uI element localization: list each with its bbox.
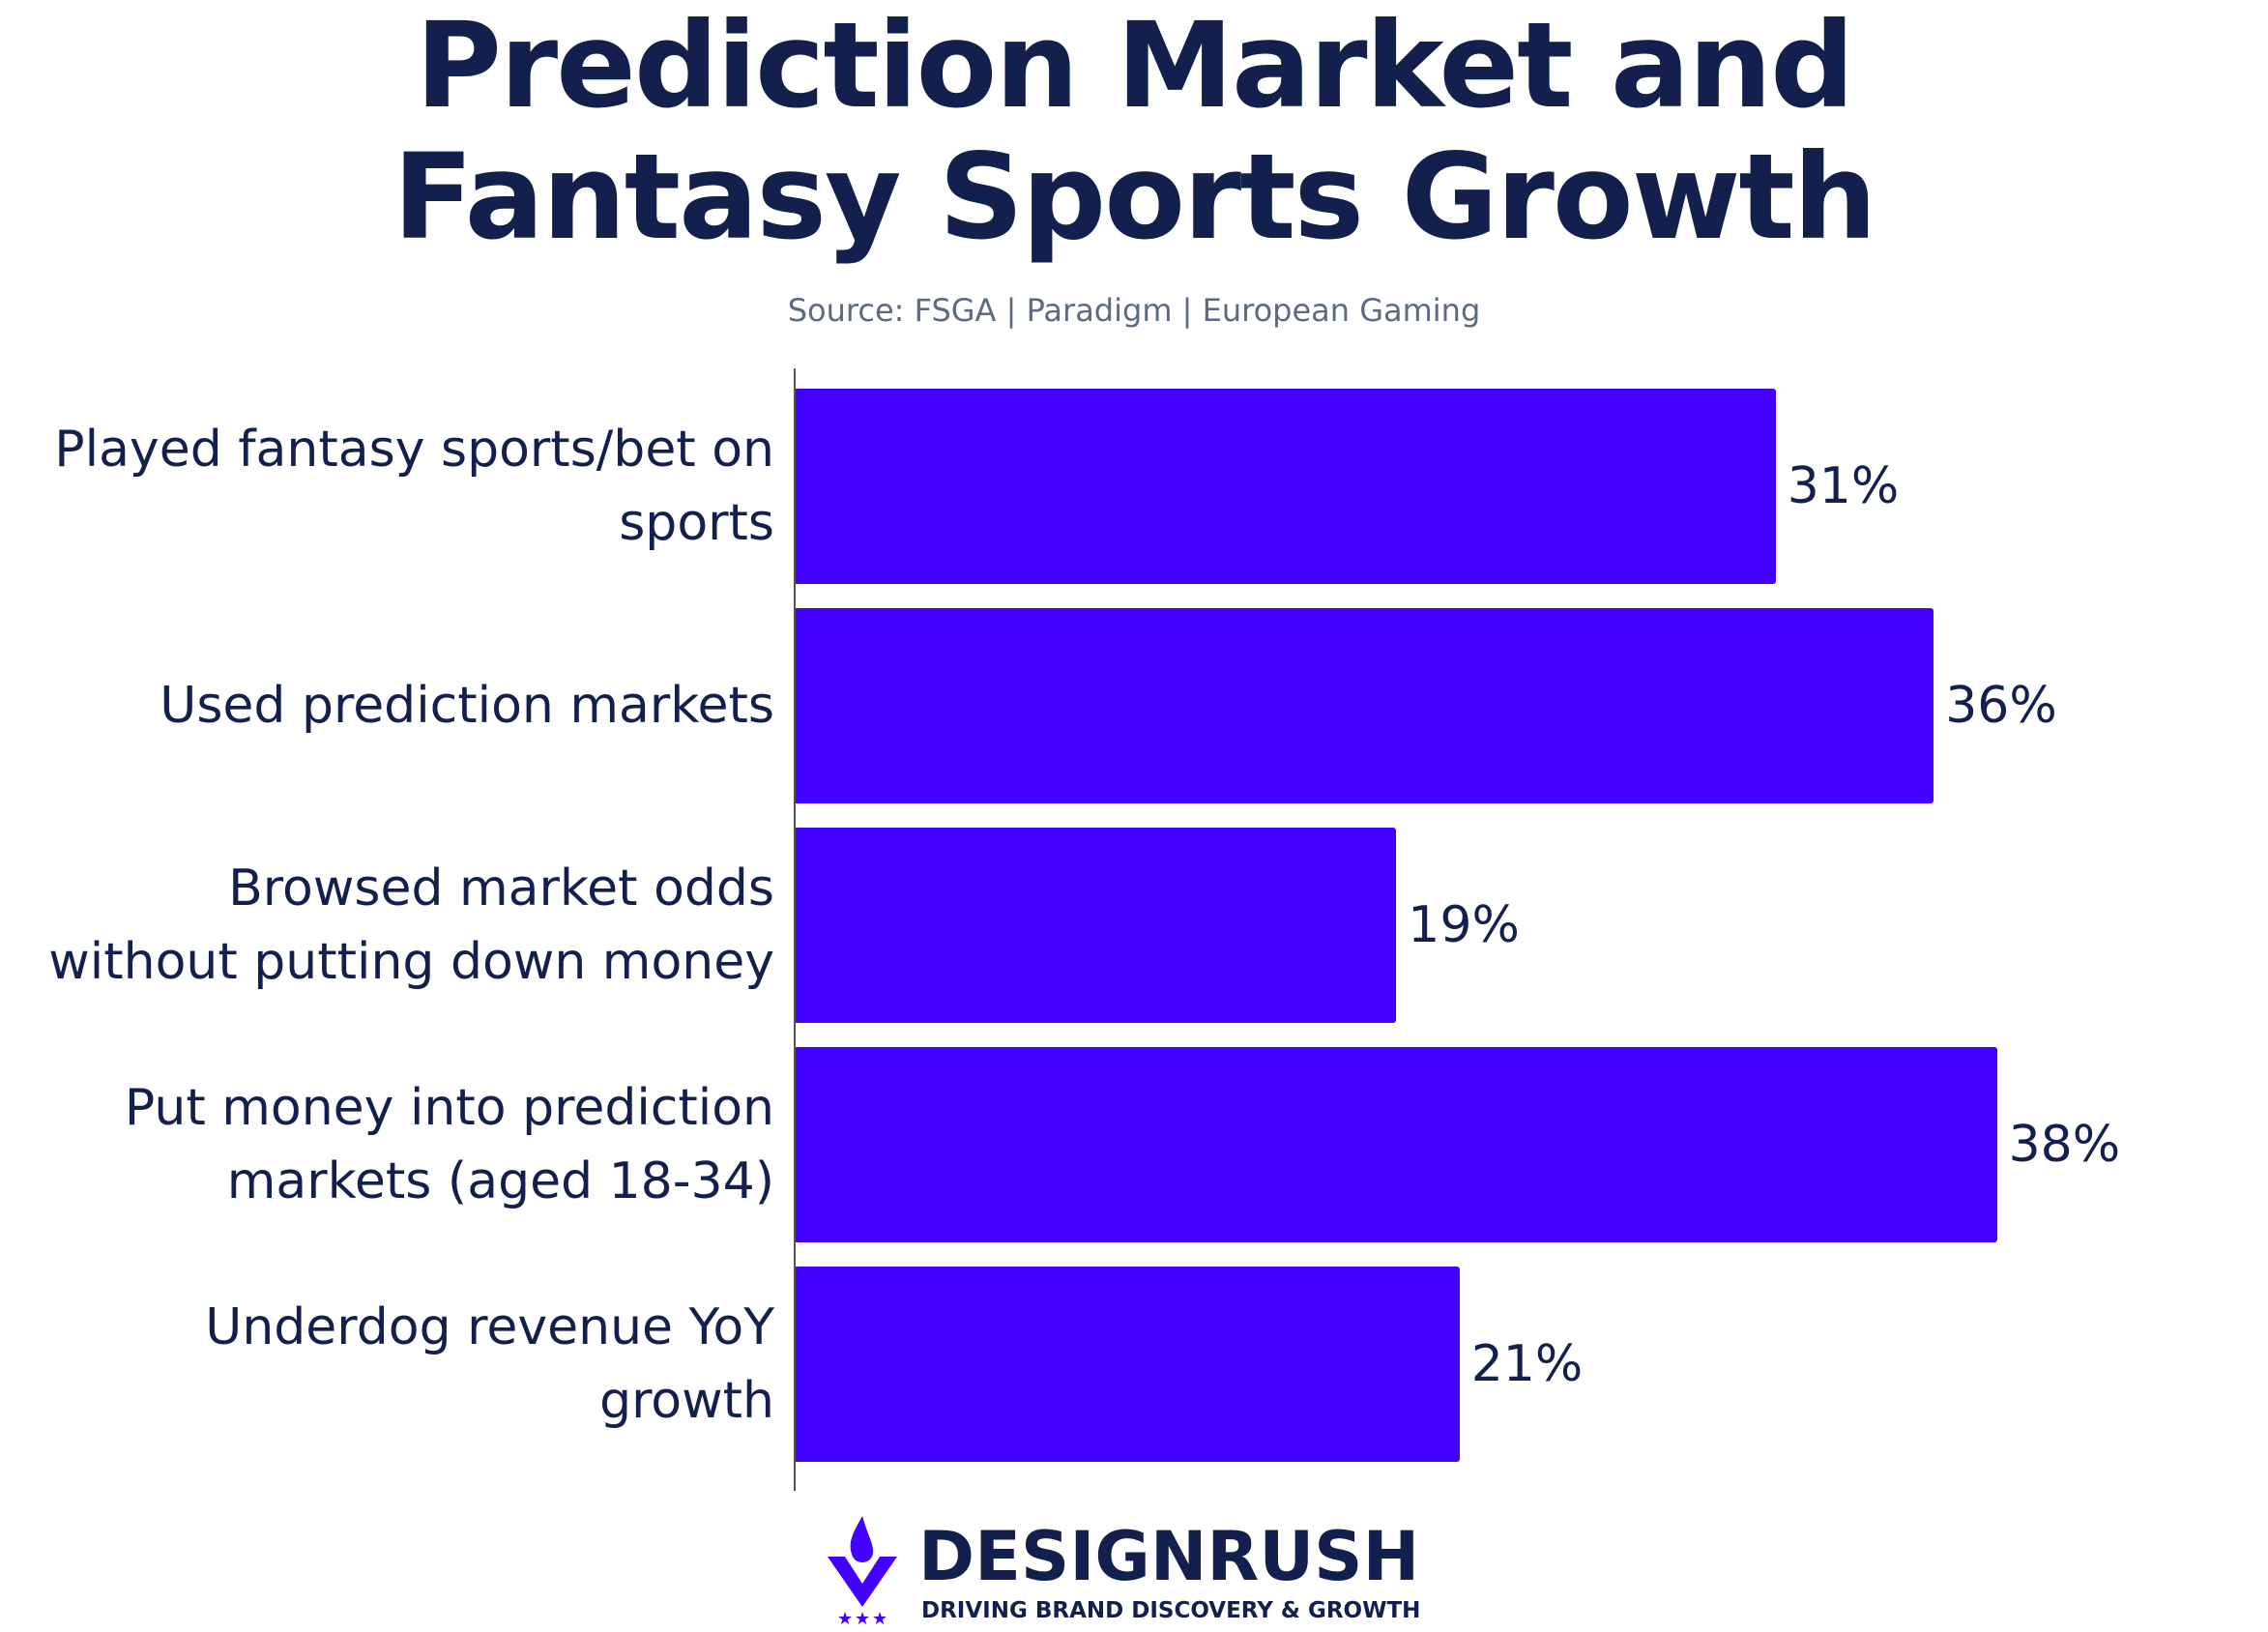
bar bbox=[796, 1267, 1460, 1462]
value-label: 21% bbox=[1470, 1335, 1584, 1393]
bar bbox=[796, 828, 1397, 1023]
axis-line bbox=[794, 368, 796, 1491]
category-label: Put money into prediction markets (aged … bbox=[124, 1079, 774, 1210]
svg-text:★: ★ bbox=[855, 1609, 870, 1628]
value-label: 36% bbox=[1945, 677, 2057, 735]
brand-name: DESIGNRUSH bbox=[918, 1517, 1420, 1596]
bar bbox=[796, 1047, 1997, 1242]
svg-text:★: ★ bbox=[837, 1609, 853, 1628]
chart: 31% Played fantasy sports/bet on sports 36… bbox=[48, 368, 2121, 1491]
value-label: 38% bbox=[2008, 1116, 2121, 1174]
brand-tagline: DRIVING BRAND DISCOVERY & GROWTH bbox=[921, 1598, 1421, 1623]
category-label: Underdog revenue YoY growth bbox=[205, 1298, 774, 1430]
svg-text:★: ★ bbox=[872, 1609, 887, 1628]
bar bbox=[796, 608, 1934, 803]
category-label: Browsed market odds without putting down… bbox=[48, 860, 774, 991]
value-label: 19% bbox=[1408, 896, 1520, 954]
category-label: Used prediction markets bbox=[160, 677, 774, 735]
bar bbox=[796, 389, 1776, 584]
category-label: Played fantasy sports/bet on sports bbox=[54, 421, 774, 552]
chart-subtitle: Source: FSGA | Paradigm | European Gamin… bbox=[787, 292, 1481, 329]
chart-title: Prediction Market and Fantasy Sports Gro… bbox=[393, 0, 1876, 266]
logo-icon: ★ ★ ★ bbox=[828, 1516, 897, 1628]
value-label: 31% bbox=[1787, 457, 1900, 515]
